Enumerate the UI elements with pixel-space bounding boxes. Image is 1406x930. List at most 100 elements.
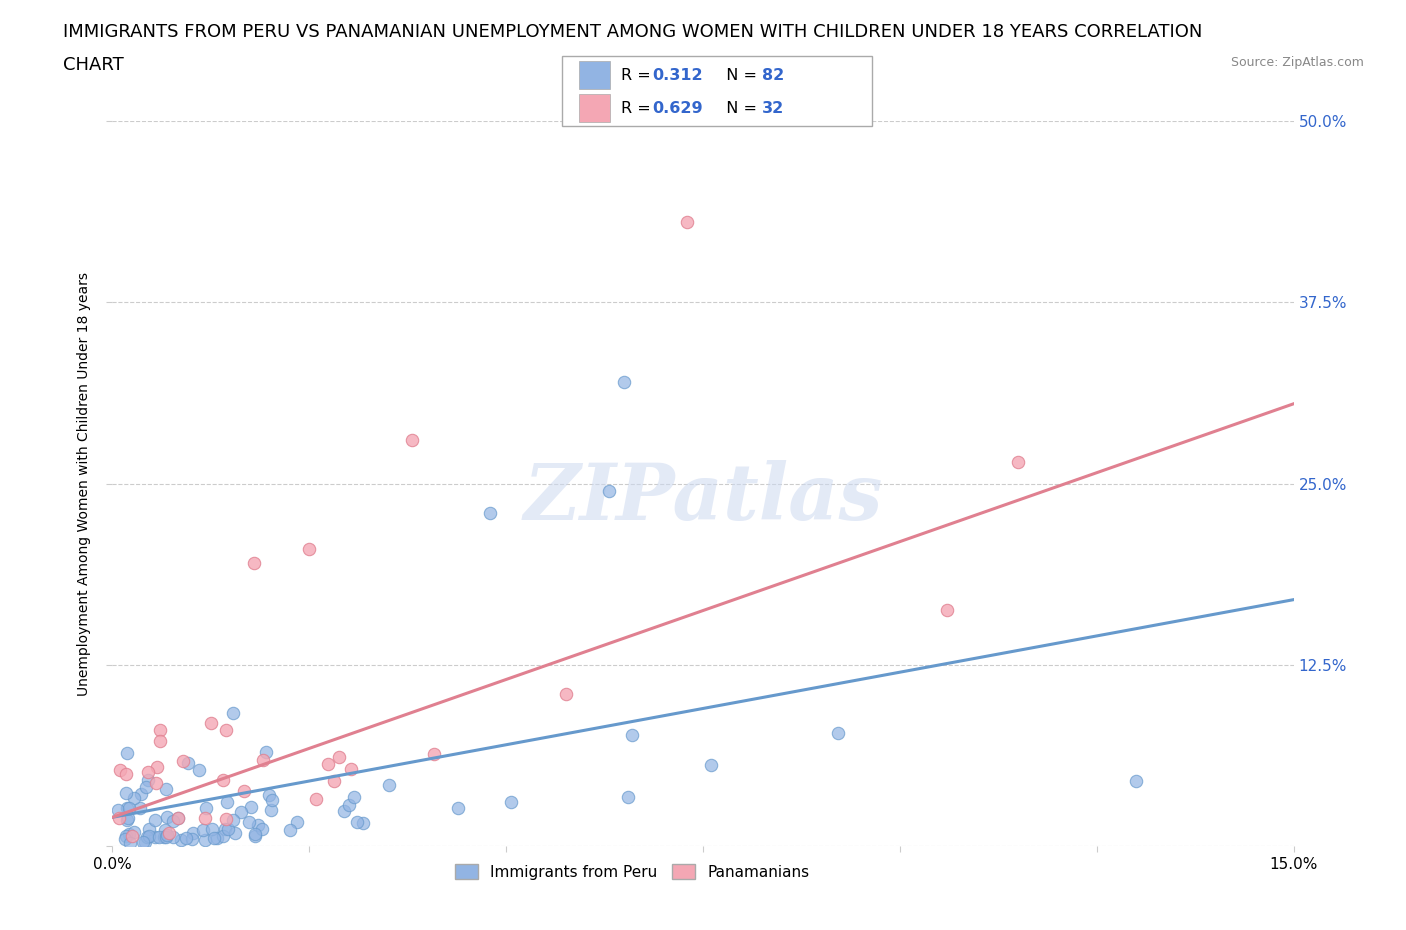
Point [145, 775, 167, 790]
Point [145, 760, 167, 775]
Point [215, 811, 238, 826]
Point [135, 779, 157, 794]
Point [174, 830, 197, 845]
Point [166, 810, 188, 825]
Point [180, 831, 202, 846]
Point [479, 505, 502, 520]
Point [129, 801, 152, 816]
Point [115, 746, 138, 761]
Point [121, 829, 143, 844]
Point [598, 484, 620, 498]
Point [343, 790, 366, 804]
Point [195, 801, 218, 816]
Point [200, 716, 222, 731]
Point [115, 766, 138, 781]
Point [254, 745, 277, 760]
Point [260, 793, 283, 808]
Point [202, 830, 225, 845]
Point [617, 790, 640, 804]
Point [149, 734, 172, 749]
Point [107, 803, 129, 817]
Point [243, 556, 266, 571]
Point [252, 753, 274, 768]
Point [447, 801, 470, 816]
Point [129, 787, 152, 802]
Point [217, 821, 239, 836]
Point [352, 816, 374, 830]
Point [555, 686, 578, 701]
Point [115, 785, 138, 800]
Text: R =: R = [621, 100, 657, 115]
Point [172, 753, 194, 768]
Point [108, 763, 131, 777]
Point [401, 432, 423, 447]
Point [108, 811, 131, 826]
Point [148, 830, 170, 844]
Point [278, 822, 301, 837]
Point [328, 750, 350, 764]
Point [316, 757, 339, 772]
Point [1007, 455, 1029, 470]
Point [501, 795, 523, 810]
Point [214, 821, 236, 836]
Point [136, 772, 159, 787]
Point [238, 815, 260, 830]
Point [215, 723, 238, 737]
Point [152, 830, 174, 844]
Point [337, 797, 360, 812]
Point [181, 826, 204, 841]
Point [156, 828, 179, 843]
Point [676, 215, 699, 230]
Point [114, 831, 136, 846]
Point [138, 829, 160, 844]
Legend: Immigrants from Peru, Panamanians: Immigrants from Peru, Panamanians [449, 857, 815, 885]
Point [339, 762, 361, 777]
Point [115, 829, 138, 844]
Point [134, 834, 156, 849]
Point [143, 813, 166, 828]
Point [122, 825, 145, 840]
Point [222, 813, 245, 828]
Point [155, 822, 177, 837]
Y-axis label: Unemployment Among Women with Children Under 18 years: Unemployment Among Women with Children U… [77, 272, 91, 696]
Text: 0.312: 0.312 [652, 68, 703, 83]
Point [155, 830, 177, 844]
Point [118, 835, 141, 850]
Text: N =: N = [716, 100, 762, 115]
Point [177, 756, 200, 771]
Text: 82: 82 [762, 68, 785, 83]
Point [423, 747, 446, 762]
Point [620, 728, 643, 743]
Point [191, 823, 214, 838]
Point [162, 814, 184, 829]
Point [233, 784, 256, 799]
Point [194, 810, 217, 825]
Point [246, 818, 269, 833]
Text: N =: N = [716, 68, 762, 83]
Point [118, 826, 141, 841]
Point [124, 790, 146, 805]
Point [138, 821, 160, 836]
Text: ZIPatlas: ZIPatlas [523, 459, 883, 537]
Point [156, 809, 179, 824]
Text: 0.629: 0.629 [652, 100, 703, 115]
Point [1125, 774, 1147, 789]
Point [162, 830, 184, 844]
Point [827, 725, 849, 740]
Text: 32: 32 [762, 100, 785, 115]
Point [117, 801, 139, 816]
Point [257, 788, 280, 803]
Point [333, 804, 356, 818]
Text: IMMIGRANTS FROM PERU VS PANAMANIAN UNEMPLOYMENT AMONG WOMEN WITH CHILDREN UNDER : IMMIGRANTS FROM PERU VS PANAMANIAN UNEMP… [63, 23, 1202, 41]
Point [170, 832, 193, 847]
Text: CHART: CHART [63, 56, 124, 73]
Point [143, 830, 166, 844]
Point [201, 822, 224, 837]
Point [187, 763, 209, 777]
Point [243, 829, 266, 844]
Point [240, 800, 263, 815]
Point [243, 827, 266, 842]
Point [298, 541, 321, 556]
Point [613, 375, 636, 390]
Text: Source: ZipAtlas.com: Source: ZipAtlas.com [1230, 56, 1364, 69]
